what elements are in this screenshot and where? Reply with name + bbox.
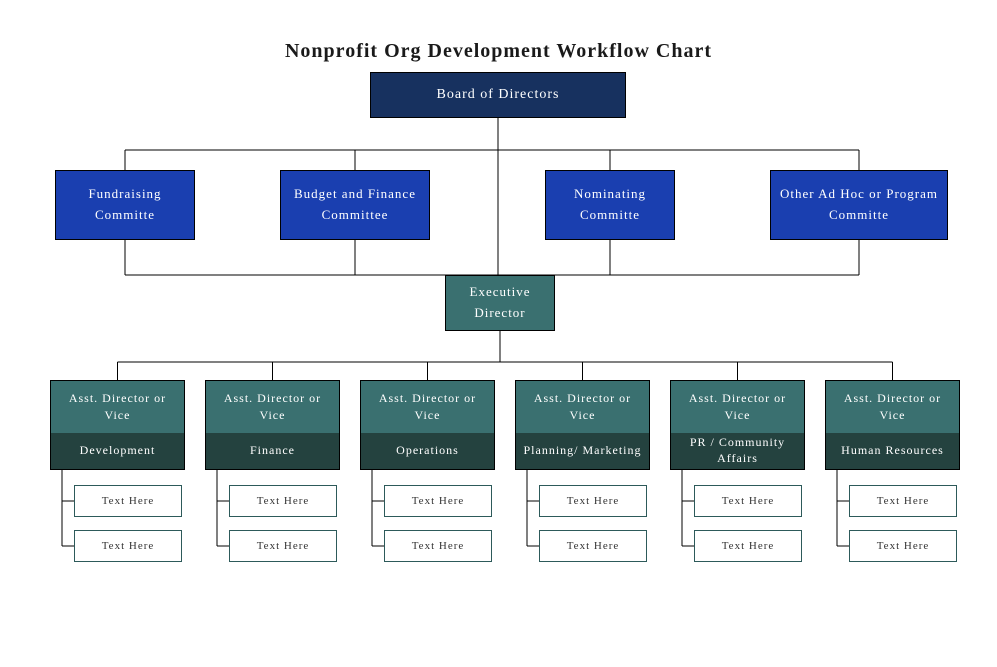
sub-item: Text Here <box>694 530 802 562</box>
executive-director: ExecutiveDirector <box>445 275 555 331</box>
department-area: Human Resources <box>826 433 959 469</box>
sub-item: Text Here <box>74 530 182 562</box>
board-label: Board of Directors <box>437 84 560 106</box>
committee-label: Nominating Committe <box>552 184 668 226</box>
department-0: Asst. Director or ViceDevelopment <box>50 380 185 470</box>
department-4: Asst. Director or VicePR / Community Aff… <box>670 380 805 470</box>
department-area: PR / Community Affairs <box>671 433 804 469</box>
committee-label: Fundraising Committe <box>62 184 188 226</box>
sub-item: Text Here <box>539 485 647 517</box>
department-title: Asst. Director or Vice <box>206 381 339 433</box>
sub-item: Text Here <box>384 485 492 517</box>
sub-item: Text Here <box>539 530 647 562</box>
department-area: Development <box>51 433 184 469</box>
sub-item: Text Here <box>74 485 182 517</box>
department-2: Asst. Director or ViceOperations <box>360 380 495 470</box>
department-1: Asst. Director or ViceFinance <box>205 380 340 470</box>
committee-1: Budget and Finance Committee <box>280 170 430 240</box>
department-area: Operations <box>361 433 494 469</box>
sub-item: Text Here <box>229 530 337 562</box>
department-title: Asst. Director or Vice <box>671 381 804 433</box>
committee-label: Budget and Finance Committee <box>287 184 423 226</box>
department-3: Asst. Director or VicePlanning/ Marketin… <box>515 380 650 470</box>
department-area: Finance <box>206 433 339 469</box>
department-area: Planning/ Marketing <box>516 433 649 469</box>
sub-item: Text Here <box>384 530 492 562</box>
chart-title: Nonprofit Org Development Workflow Chart <box>0 40 997 63</box>
sub-item: Text Here <box>694 485 802 517</box>
committee-label: Other Ad Hoc or Program Committe <box>777 184 941 226</box>
committee-0: Fundraising Committe <box>55 170 195 240</box>
department-title: Asst. Director or Vice <box>51 381 184 433</box>
sub-item: Text Here <box>849 530 957 562</box>
board-of-directors: Board of Directors <box>370 72 626 118</box>
department-5: Asst. Director or ViceHuman Resources <box>825 380 960 470</box>
department-title: Asst. Director or Vice <box>361 381 494 433</box>
sub-item: Text Here <box>849 485 957 517</box>
committee-2: Nominating Committe <box>545 170 675 240</box>
sub-item: Text Here <box>229 485 337 517</box>
department-title: Asst. Director or Vice <box>826 381 959 433</box>
exec-label: ExecutiveDirector <box>470 282 531 324</box>
committee-3: Other Ad Hoc or Program Committe <box>770 170 948 240</box>
department-title: Asst. Director or Vice <box>516 381 649 433</box>
